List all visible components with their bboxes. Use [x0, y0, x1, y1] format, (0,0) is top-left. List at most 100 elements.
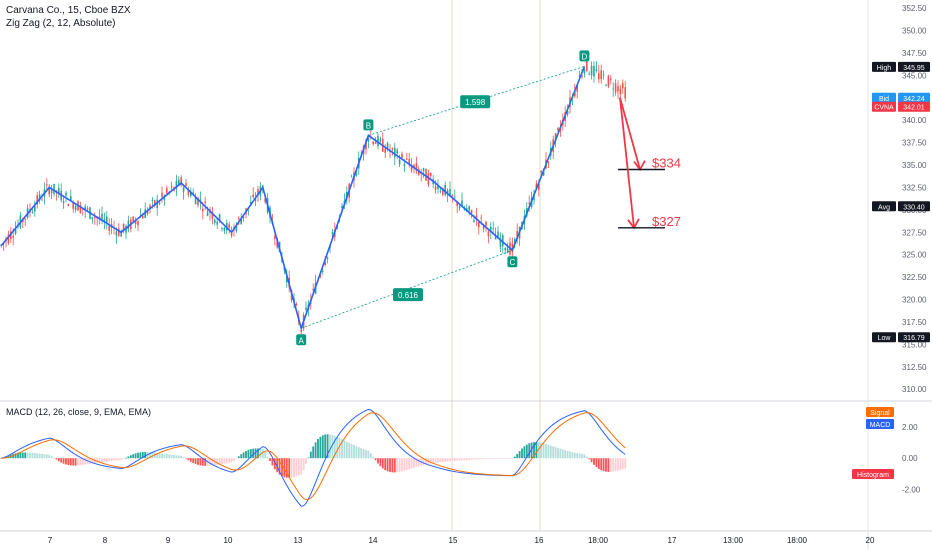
histogram-bar	[96, 458, 99, 463]
histogram-bar	[559, 448, 562, 459]
time-tick-label: 14	[369, 536, 378, 545]
histogram-bar	[398, 458, 401, 472]
candle-body	[79, 205, 82, 213]
macd-histogram	[0, 434, 627, 478]
histogram-bar	[547, 444, 550, 459]
histogram-bar	[117, 458, 120, 461]
point-label-box-D	[579, 50, 590, 62]
histogram-bar	[50, 456, 53, 459]
candle-body	[257, 189, 259, 196]
point-label-B: B	[366, 121, 371, 130]
candle-body	[101, 213, 103, 221]
histogram-bar	[41, 453, 43, 459]
histogram-bar	[36, 453, 39, 459]
marker-tag-Low	[872, 332, 896, 343]
candle-body	[319, 275, 322, 277]
histogram-bar	[453, 458, 456, 461]
candle-body	[34, 206, 36, 212]
candle-body	[583, 68, 586, 74]
macd-legend-label: MACD	[870, 422, 891, 429]
histogram-bar	[105, 458, 108, 462]
candle-body	[326, 257, 329, 259]
candle-body	[598, 73, 600, 80]
candle-body	[197, 197, 199, 206]
histogram-bar	[113, 458, 115, 461]
candle-body	[65, 192, 67, 196]
candle-body	[516, 230, 518, 240]
histogram-bar	[127, 456, 130, 459]
marker-tag-label: High	[877, 65, 892, 72]
zigzag-indicator-label[interactable]: Zig Zag (2, 12, Absolute)	[6, 18, 116, 29]
time-tick-label: 10	[224, 536, 233, 545]
histogram-bar	[21, 452, 24, 459]
histogram-bar	[521, 448, 523, 459]
histogram-bar	[497, 458, 499, 459]
point-label-box-C	[507, 256, 518, 268]
histogram-bar	[365, 449, 367, 459]
histogram-bar	[180, 455, 183, 459]
histogram-bar	[585, 456, 588, 459]
histogram-bar	[329, 434, 331, 459]
histogram-bar	[533, 442, 535, 459]
histogram-bar	[297, 458, 300, 476]
target-label-1: $327	[652, 214, 681, 229]
histogram-bar	[477, 458, 480, 460]
histogram-bar	[612, 458, 615, 472]
histogram-bar	[552, 446, 555, 459]
candle-body	[118, 228, 120, 236]
candle-body	[190, 192, 192, 197]
histogram-bar	[79, 458, 82, 466]
marker-value-box-Low	[898, 332, 930, 343]
histogram-bar	[396, 458, 399, 473]
histogram-bar	[278, 458, 281, 475]
candle-body	[182, 187, 185, 192]
candle-body	[557, 127, 559, 131]
marker-tag-label: Avg	[878, 204, 890, 211]
histogram-bar	[53, 457, 55, 459]
histogram-bar	[225, 458, 228, 464]
histogram-bar	[597, 458, 600, 469]
histogram-bar	[149, 452, 151, 459]
histogram-bar	[401, 458, 403, 472]
histogram-bar	[74, 458, 77, 466]
histogram-bar	[578, 453, 581, 459]
histogram-bar	[173, 455, 175, 459]
macd-indicator-label[interactable]: MACD (12, 26, close, 9, EMA, EMA)	[6, 407, 152, 417]
histogram-bar	[326, 434, 329, 459]
histogram-bar	[506, 458, 509, 459]
candle-body	[312, 289, 314, 291]
candle-body	[600, 70, 602, 80]
candle-body	[410, 164, 413, 171]
histogram-bar	[115, 458, 118, 461]
histogram-bar	[101, 458, 103, 463]
candle-body	[574, 90, 576, 97]
histogram-bar	[463, 458, 466, 461]
candle-body	[120, 231, 122, 237]
histogram-bar	[201, 458, 204, 466]
macd-legend-box-2	[852, 469, 894, 479]
macd-tick-label: -2.00	[902, 485, 921, 494]
histogram-bar	[295, 458, 298, 477]
histogram-bar	[384, 458, 387, 471]
histogram-bar	[129, 455, 132, 459]
histogram-bar	[254, 448, 257, 459]
candle-body	[468, 206, 470, 211]
histogram-bar	[84, 458, 87, 465]
candle-body	[497, 231, 499, 239]
candle-body	[602, 74, 605, 76]
histogram-bar	[271, 458, 274, 466]
candle-body	[12, 235, 14, 238]
candle-body	[38, 194, 41, 200]
candle-body	[31, 211, 34, 214]
candle-body	[180, 177, 182, 186]
time-tick-label: 13	[294, 536, 303, 545]
histogram-bar	[273, 458, 276, 470]
candle-body	[166, 188, 168, 194]
histogram-bar	[369, 453, 372, 459]
candle-body	[490, 226, 492, 232]
histogram-bar	[432, 458, 435, 463]
histogram-bar	[235, 458, 238, 459]
histogram-bar	[374, 458, 377, 461]
candle-body	[295, 303, 298, 306]
